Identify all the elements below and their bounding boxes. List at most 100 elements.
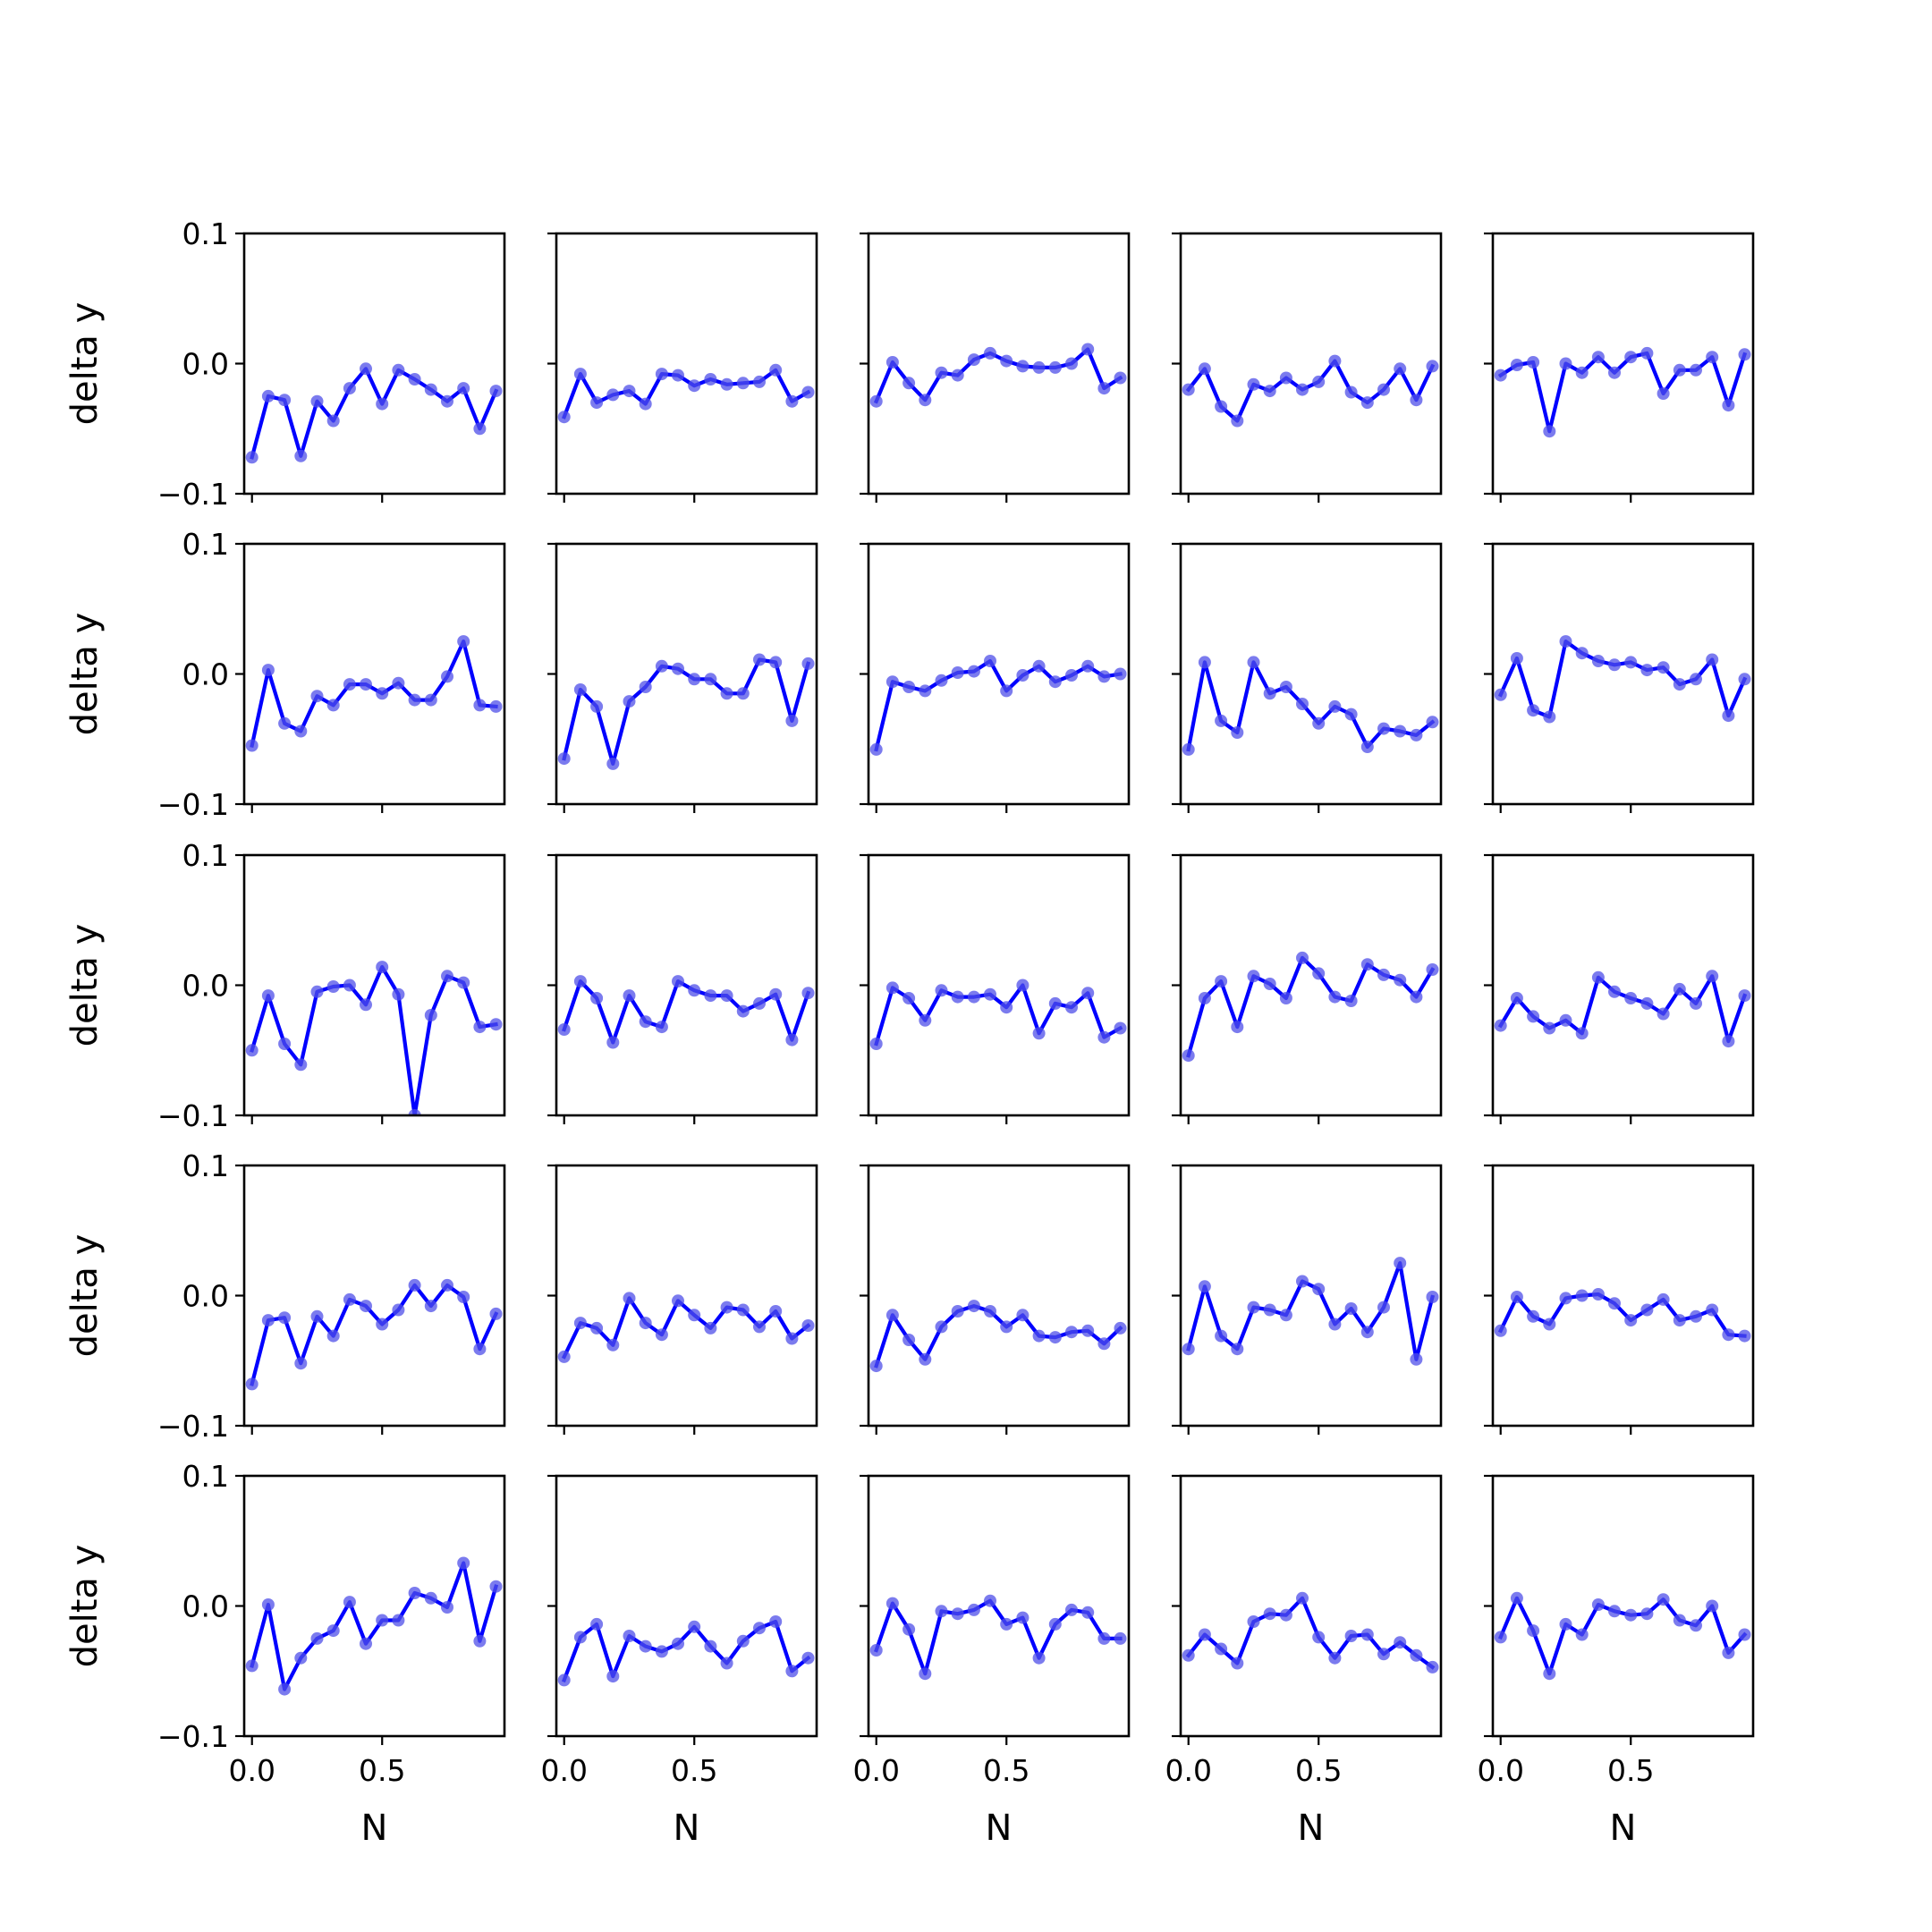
data-point: [1312, 1283, 1326, 1296]
data-point: [720, 1657, 733, 1670]
data-point: [1426, 963, 1439, 976]
axes-frame: [867, 853, 1131, 1117]
data-point: [1377, 968, 1390, 981]
data-point: [1624, 1314, 1638, 1327]
data-point: [1559, 1292, 1572, 1305]
subplot-data: [1494, 346, 1751, 438]
subplot-data: [557, 1292, 815, 1363]
data-point: [573, 683, 587, 696]
data-point: [1624, 656, 1638, 669]
y-tick-label: 0.0: [182, 969, 229, 1004]
data-point: [1198, 1628, 1211, 1641]
series-line: [873, 347, 1123, 404]
data-point: [1312, 1631, 1326, 1644]
data-point: [886, 981, 899, 995]
x-tick-label: 0.5: [1295, 1753, 1342, 1788]
data-point: [886, 1309, 899, 1322]
data-point: [1410, 990, 1423, 1004]
data-point: [441, 970, 453, 983]
subplot-data: [557, 975, 815, 1049]
data-point: [1722, 1035, 1735, 1048]
axes-frame: [1179, 1164, 1443, 1428]
data-point: [343, 1292, 356, 1306]
data-point: [1016, 1611, 1030, 1624]
subplot-data: [869, 655, 1127, 756]
subplot-data: [1494, 1591, 1751, 1681]
data-point: [951, 1607, 964, 1621]
data-point: [278, 1682, 292, 1696]
data-point: [408, 1587, 421, 1599]
data-point: [1608, 1297, 1621, 1310]
data-point: [1263, 1607, 1276, 1621]
data-point: [1016, 1309, 1030, 1322]
data-point: [1182, 1648, 1195, 1662]
data-point: [672, 1294, 684, 1308]
series-line: [874, 1303, 1123, 1368]
data-point: [1690, 363, 1702, 377]
data-point: [1559, 1617, 1572, 1631]
subplot-data: [1494, 635, 1751, 724]
data-point: [457, 1556, 470, 1570]
data-point: [1114, 1321, 1127, 1335]
data-point: [869, 1644, 883, 1657]
data-point: [1640, 664, 1654, 677]
data-point: [1312, 375, 1326, 388]
axes-frame: [555, 232, 818, 496]
data-point: [376, 397, 389, 411]
data-point: [1394, 973, 1407, 987]
data-point: [310, 394, 324, 408]
data-point: [655, 1328, 668, 1342]
data-point: [1706, 351, 1719, 364]
data-point: [441, 394, 453, 408]
data-point: [408, 1109, 421, 1115]
subplot-data: [557, 363, 815, 424]
data-point: [1065, 357, 1078, 370]
data-point: [310, 1309, 324, 1323]
data-point: [1510, 1591, 1523, 1605]
data-point: [1048, 360, 1062, 374]
data-point: [1690, 1309, 1702, 1323]
data-point: [392, 987, 405, 1001]
y-tick-label: −0.1: [157, 1409, 229, 1444]
data-point: [1016, 669, 1030, 682]
data-point: [294, 1357, 308, 1370]
data-point: [1527, 1010, 1540, 1023]
y-tick-label: −0.1: [157, 1719, 229, 1754]
data-point: [557, 1674, 571, 1687]
subplot-data: [557, 1615, 815, 1687]
axes-frame: [1491, 1164, 1755, 1428]
data-point: [1097, 1631, 1111, 1645]
data-point: [1640, 1607, 1654, 1621]
data-point: [1510, 652, 1523, 665]
axes-frame: [555, 1474, 818, 1738]
data-point: [1263, 978, 1276, 990]
data-point: [1328, 1318, 1342, 1331]
data-point: [672, 662, 684, 675]
data-point: [1198, 362, 1211, 376]
series-line: [561, 1619, 811, 1683]
data-point: [310, 690, 324, 703]
subplot-r5-c2: 0.0 0.5 N: [540, 1474, 818, 1849]
data-point: [1215, 1642, 1228, 1656]
data-point: [1182, 383, 1195, 396]
series-line: [250, 639, 498, 748]
data-point: [489, 1580, 503, 1593]
data-point: [326, 1329, 340, 1343]
data-point: [590, 699, 604, 713]
data-point: [984, 1594, 996, 1607]
data-point: [1624, 1608, 1638, 1622]
data-point: [376, 1318, 389, 1331]
x-axis-label: N: [1298, 1808, 1325, 1849]
data-point: [1543, 1021, 1556, 1035]
series-line: [562, 657, 811, 767]
data-point: [441, 1278, 453, 1292]
data-point: [424, 383, 437, 396]
data-point: [1410, 728, 1423, 741]
data-point: [902, 681, 916, 693]
data-point: [606, 388, 620, 402]
x-tick-label: 0.5: [671, 1753, 717, 1788]
data-point: [261, 1314, 275, 1327]
series-line: [1186, 1260, 1436, 1361]
data-point: [457, 635, 470, 648]
data-point: [1738, 1628, 1751, 1641]
